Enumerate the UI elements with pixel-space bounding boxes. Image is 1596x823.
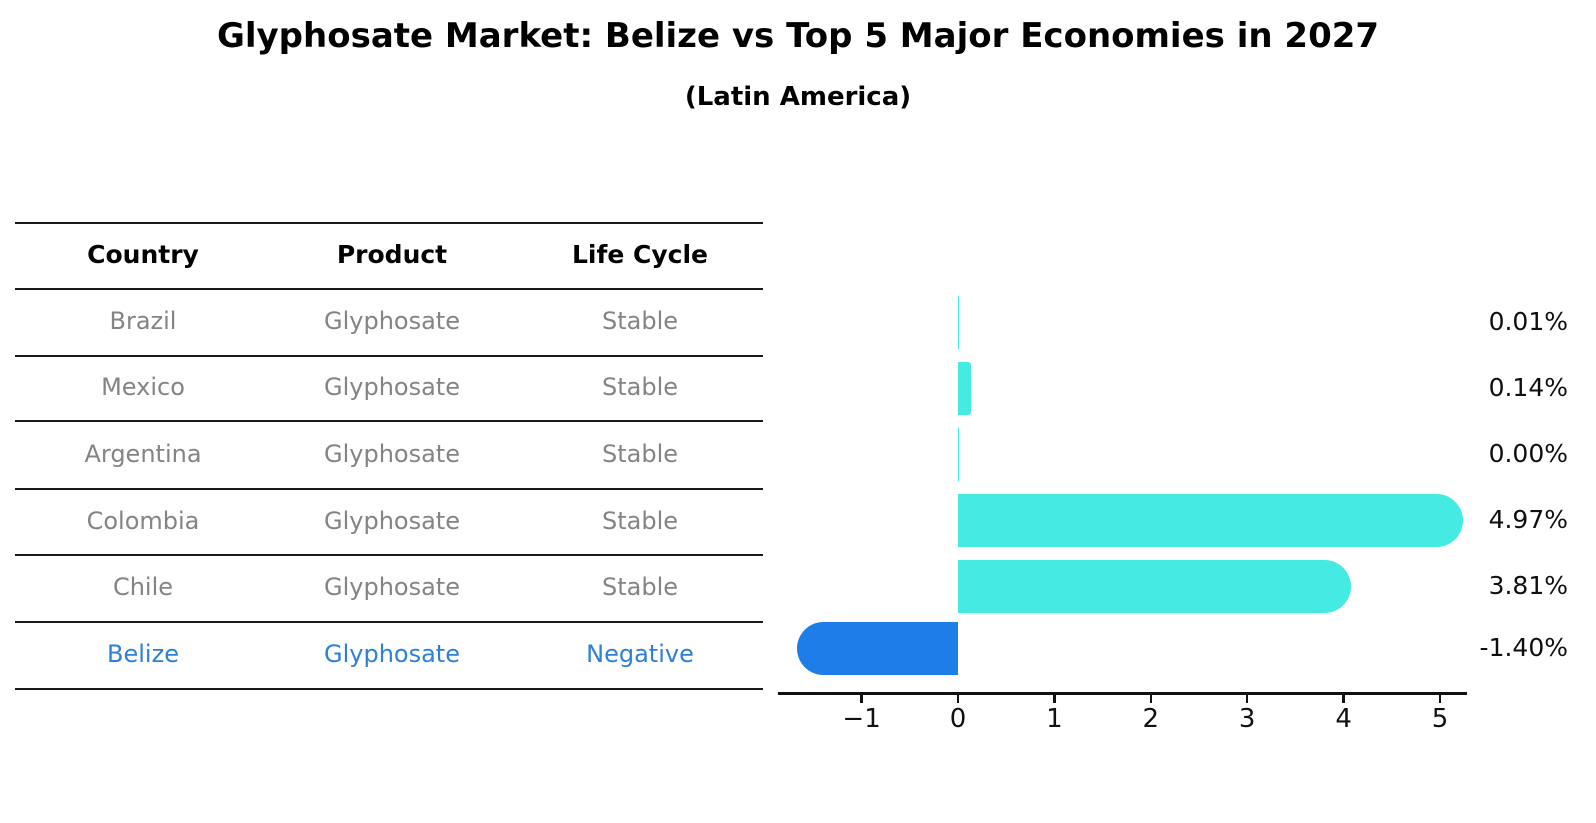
x-axis-tick	[1245, 694, 1249, 703]
chart-title: Glyphosate Market: Belize vs Top 5 Major…	[216, 16, 1380, 56]
x-axis-tick-label: −1	[842, 704, 881, 734]
table-cell: Stable	[601, 573, 679, 601]
x-axis-line	[778, 692, 1467, 695]
x-axis-tick	[956, 694, 960, 703]
bar-value-label: 4.97%	[1488, 505, 1568, 534]
x-axis-tick	[1438, 694, 1442, 703]
table-cell: Stable	[601, 507, 679, 535]
x-axis-tick-label: 4	[1335, 704, 1352, 734]
table-cell: Mexico	[101, 373, 185, 401]
table-cell: Glyphosate	[324, 373, 460, 401]
table-cell: Glyphosate	[324, 440, 460, 468]
chart-subtitle: (Latin America)	[684, 82, 912, 112]
table-cell: Brazil	[109, 307, 177, 335]
bar-value-label: -1.40%	[1479, 633, 1568, 662]
table-cell: Argentina	[84, 440, 202, 468]
bar-value-label: 0.14%	[1488, 373, 1568, 402]
table-divider	[15, 621, 763, 623]
table-cell: Stable	[601, 440, 679, 468]
x-axis-tick	[1342, 694, 1345, 703]
x-axis-tick-label: 1	[1046, 704, 1063, 734]
x-axis-tick	[1149, 694, 1153, 703]
table-cell: Glyphosate	[324, 640, 460, 668]
table-header-cell: Life Cycle	[571, 240, 709, 269]
table-cell: Glyphosate	[324, 507, 460, 535]
table-cell: Glyphosate	[324, 573, 460, 601]
table-divider	[15, 688, 763, 690]
x-axis-tick-label: 0	[949, 704, 967, 734]
table-divider	[15, 288, 763, 290]
x-axis-tick-label: 5	[1431, 704, 1449, 734]
table-cell: Belize	[107, 640, 179, 668]
table-cell: Chile	[112, 573, 174, 601]
table-divider	[15, 554, 763, 556]
bar-value-label: 3.81%	[1488, 571, 1568, 600]
bar-argentina	[957, 427, 959, 481]
x-axis-tick-label: 3	[1238, 704, 1256, 734]
x-axis-tick-label: 2	[1142, 704, 1160, 734]
x-axis-tick	[1053, 694, 1056, 703]
table-divider	[15, 355, 763, 357]
bar-colombia	[958, 493, 1464, 547]
table-cell: Negative	[586, 640, 694, 668]
bar-value-label: 0.00%	[1488, 439, 1568, 468]
table-cell: Stable	[601, 307, 679, 335]
table-cell: Glyphosate	[324, 307, 460, 335]
bar-value-label: 0.01%	[1488, 307, 1568, 336]
table-cell: Stable	[601, 373, 679, 401]
table-header-cell: Product	[336, 240, 448, 269]
bar-chile	[958, 559, 1352, 613]
table-header-cell: Country	[87, 240, 199, 269]
table-divider	[15, 488, 763, 490]
bar-belize	[797, 621, 958, 675]
bar-brazil	[957, 295, 959, 349]
x-axis-tick	[860, 694, 863, 703]
table-divider	[15, 222, 763, 224]
table-cell: Colombia	[86, 507, 200, 535]
table-divider	[15, 420, 763, 422]
bar-mexico	[958, 361, 972, 415]
